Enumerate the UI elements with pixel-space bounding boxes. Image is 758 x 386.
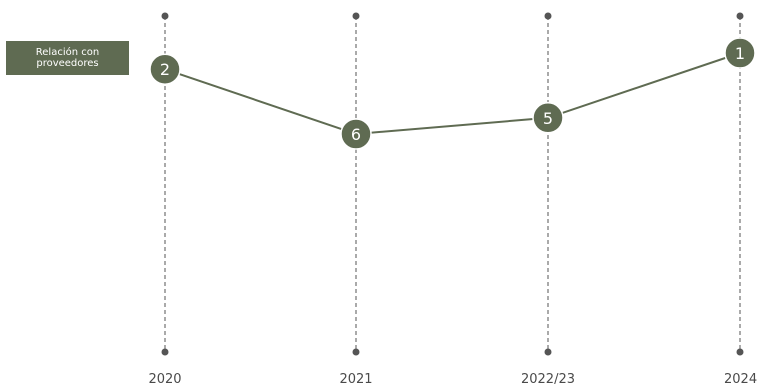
x-tick-label: 2024: [724, 372, 757, 386]
guide-bottom-dot: [161, 348, 169, 356]
data-label: 2: [160, 60, 170, 79]
data-point: [149, 53, 181, 85]
data-point: [724, 37, 756, 69]
data-label: 1: [735, 44, 745, 63]
x-tick-label: 2022/23: [521, 372, 575, 386]
guide-bottom-dot: [736, 348, 744, 356]
guide-top-dot: [544, 12, 552, 20]
data-point: [532, 102, 564, 134]
guide-top-dot: [161, 12, 169, 20]
data-point: [340, 118, 372, 150]
guide-top-dot: [736, 12, 744, 20]
x-tick-label: 2020: [148, 372, 181, 386]
guide-bottom-dot: [352, 348, 360, 356]
x-tick-label: 2021: [339, 372, 372, 386]
data-label: 5: [543, 109, 553, 128]
series-line: [164, 52, 741, 136]
data-label: 6: [351, 125, 361, 144]
guide-bottom-dot: [544, 348, 552, 356]
series-label: Relación con proveedores: [6, 41, 129, 75]
guide-top-dot: [352, 12, 360, 20]
